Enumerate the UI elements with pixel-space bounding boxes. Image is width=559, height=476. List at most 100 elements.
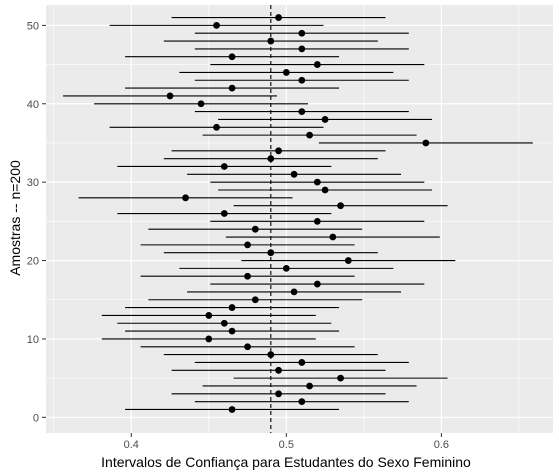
point-estimate bbox=[422, 139, 430, 147]
interval-14 bbox=[125, 304, 340, 311]
confidence-intervals bbox=[63, 14, 533, 413]
point-estimate bbox=[313, 280, 321, 288]
interval-38 bbox=[218, 116, 433, 123]
interval-2 bbox=[194, 398, 409, 406]
interval-16 bbox=[187, 288, 402, 296]
y-tick-label: 20 bbox=[27, 256, 39, 268]
interval-7 bbox=[194, 359, 409, 366]
interval-26 bbox=[117, 210, 332, 217]
interval-27 bbox=[233, 202, 448, 210]
interval-43 bbox=[194, 76, 409, 84]
point-estimate bbox=[290, 170, 298, 178]
point-estimate bbox=[205, 312, 213, 319]
point-estimate bbox=[282, 69, 290, 76]
x-axis: 0.4 0.5 0.6 bbox=[124, 433, 449, 451]
point-estimate bbox=[251, 225, 259, 233]
point-estimate bbox=[321, 186, 329, 194]
point-estimate bbox=[267, 155, 275, 163]
interval-50 bbox=[109, 21, 324, 29]
point-estimate bbox=[344, 257, 352, 264]
interval-44 bbox=[179, 69, 394, 76]
interval-31 bbox=[187, 170, 402, 178]
interval-10 bbox=[101, 335, 316, 343]
interval-24 bbox=[148, 225, 363, 233]
point-estimate bbox=[321, 116, 329, 123]
point-estimate bbox=[306, 131, 313, 139]
point-estimate bbox=[213, 21, 220, 29]
point-estimate bbox=[282, 264, 290, 272]
interval-4 bbox=[202, 382, 417, 390]
interval-19 bbox=[179, 264, 394, 272]
interval-47 bbox=[194, 45, 409, 53]
interval-25 bbox=[210, 217, 425, 225]
interval-9 bbox=[140, 343, 355, 351]
interval-3 bbox=[171, 390, 386, 398]
interval-29 bbox=[218, 186, 433, 194]
point-estimate bbox=[290, 288, 298, 296]
interval-28 bbox=[78, 194, 293, 202]
point-estimate bbox=[220, 210, 228, 217]
point-estimate bbox=[298, 398, 306, 406]
interval-36 bbox=[202, 131, 417, 139]
interval-37 bbox=[109, 123, 324, 131]
interval-40 bbox=[94, 100, 309, 108]
point-estimate bbox=[197, 100, 205, 108]
point-estimate bbox=[306, 382, 313, 390]
point-estimate bbox=[275, 147, 282, 155]
interval-12 bbox=[117, 319, 332, 327]
interval-32 bbox=[117, 163, 332, 170]
point-estimate bbox=[267, 351, 275, 359]
point-estimate bbox=[251, 296, 259, 304]
interval-8 bbox=[163, 351, 378, 359]
point-estimate bbox=[298, 76, 306, 84]
point-estimate bbox=[166, 92, 174, 100]
point-estimate bbox=[313, 61, 321, 68]
point-estimate bbox=[298, 29, 306, 37]
interval-11 bbox=[125, 327, 340, 335]
y-axis-title: Amostras -- n=200 bbox=[7, 160, 23, 276]
point-estimate bbox=[244, 272, 251, 280]
point-estimate bbox=[244, 241, 251, 249]
interval-22 bbox=[140, 241, 355, 249]
point-estimate bbox=[298, 45, 306, 53]
point-estimate bbox=[228, 406, 236, 413]
interval-45 bbox=[210, 61, 425, 68]
interval-49 bbox=[194, 29, 409, 37]
interval-34 bbox=[171, 147, 386, 155]
y-tick-label: 40 bbox=[27, 99, 39, 111]
x-axis-title: Intervalos de Confiança para Estudantes … bbox=[101, 454, 471, 470]
interval-15 bbox=[148, 296, 363, 304]
x-tick-label: 0.5 bbox=[279, 439, 294, 451]
interval-39 bbox=[194, 108, 409, 116]
interval-1 bbox=[125, 406, 340, 413]
y-axis: 0 10 20 30 40 50 bbox=[27, 20, 46, 424]
point-estimate bbox=[298, 108, 306, 116]
interval-17 bbox=[210, 280, 425, 288]
point-estimate bbox=[275, 14, 282, 21]
y-tick-label: 0 bbox=[33, 412, 39, 424]
interval-30 bbox=[210, 178, 425, 186]
point-estimate bbox=[275, 390, 282, 398]
y-tick-label: 30 bbox=[27, 177, 39, 189]
point-estimate bbox=[213, 123, 220, 131]
point-estimate bbox=[244, 343, 251, 351]
point-estimate bbox=[329, 233, 337, 241]
point-estimate bbox=[205, 335, 213, 343]
point-estimate bbox=[228, 84, 236, 92]
point-estimate bbox=[313, 217, 321, 225]
x-tick-label: 0.6 bbox=[434, 439, 449, 451]
point-estimate bbox=[337, 374, 344, 382]
interval-18 bbox=[140, 272, 355, 280]
point-estimate bbox=[298, 359, 306, 366]
interval-20 bbox=[241, 257, 456, 264]
point-estimate bbox=[337, 202, 344, 210]
point-estimate bbox=[228, 327, 236, 335]
interval-23 bbox=[225, 233, 440, 241]
point-estimate bbox=[275, 366, 282, 374]
interval-5 bbox=[233, 374, 448, 382]
interval-42 bbox=[125, 84, 340, 92]
interval-41 bbox=[63, 92, 278, 100]
interval-51 bbox=[171, 14, 386, 21]
point-estimate bbox=[182, 194, 189, 202]
